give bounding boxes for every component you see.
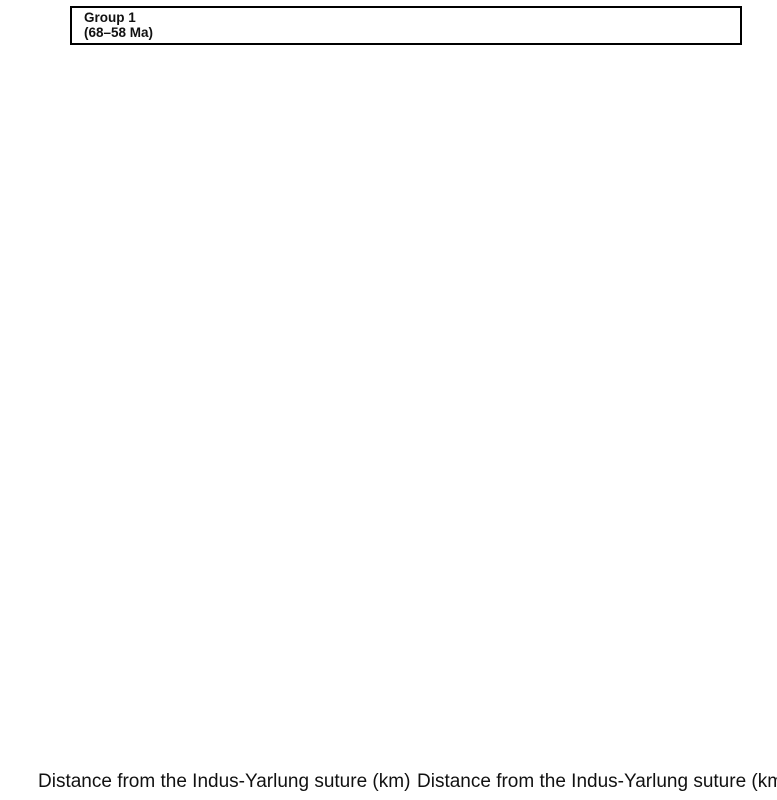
legend-group-title-0: Group 1 (68–58 Ma)	[84, 10, 154, 40]
legend: Group 1 (68–58 Ma)	[70, 6, 742, 45]
x-axis-title-right: Distance from the Indus-Yarlung suture (…	[417, 771, 777, 792]
x-axis-title-left: Distance from the Indus-Yarlung suture (…	[38, 771, 411, 792]
